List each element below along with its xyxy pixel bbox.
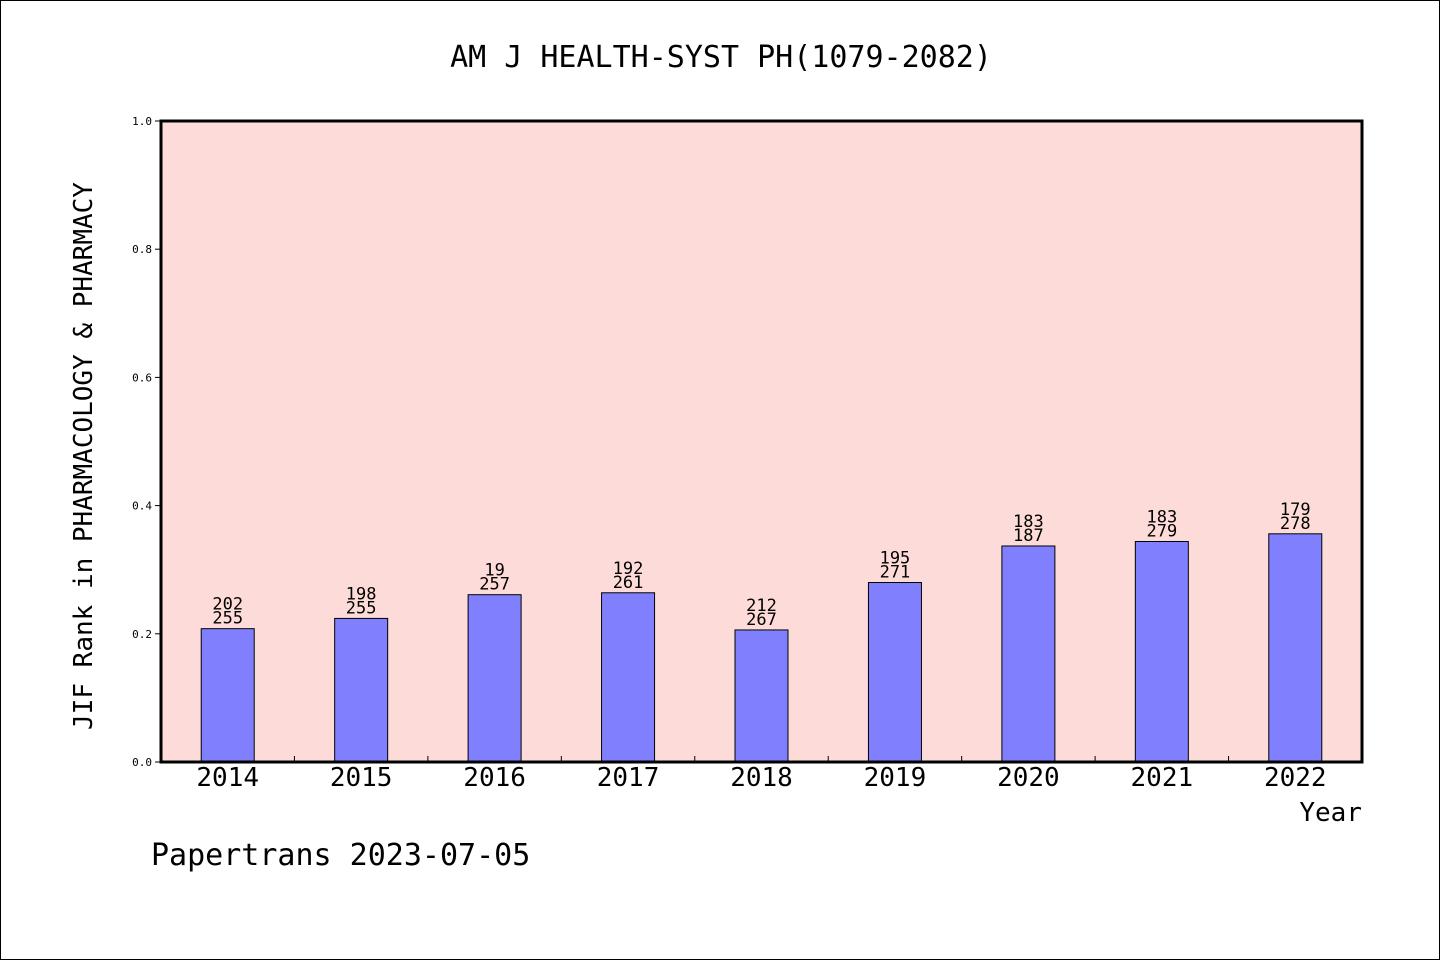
bar-total-label: 261 xyxy=(613,573,644,593)
x-tick-label: 2020 xyxy=(997,763,1060,793)
bar-rank-label: 212 xyxy=(746,596,777,616)
footer-credit: Papertrans 2023-07-05 xyxy=(151,838,530,873)
bar-rank-label: 183 xyxy=(1013,512,1044,532)
bar-rank-label: 19 xyxy=(484,561,504,581)
bar-rank-label: 192 xyxy=(613,559,644,579)
x-tick-label: 2022 xyxy=(1264,763,1327,793)
plot-border xyxy=(159,119,1364,764)
bar-rank-label: 195 xyxy=(880,549,911,569)
bar-2020 xyxy=(1001,545,1056,763)
chart-title: AM J HEALTH-SYST PH(1079-2082) xyxy=(450,40,992,75)
bar-total-label: 255 xyxy=(346,598,377,618)
x-tick-label: 2017 xyxy=(597,763,660,793)
bar-rank-label: 183 xyxy=(1146,507,1177,527)
y-tick-label: 0.2 xyxy=(132,628,152,641)
bar-total-label: 187 xyxy=(1013,526,1044,546)
y-axis-ticks: 0.0 0.2 0.4 0.6 0.8 1.0 xyxy=(132,115,161,769)
x-tick-label: 2015 xyxy=(330,763,393,793)
y-tick-label: 0.6 xyxy=(132,371,152,384)
y-tick-label: 1.0 xyxy=(132,115,152,128)
x-tick-label: 2014 xyxy=(196,763,259,793)
bar-total-label: 255 xyxy=(212,609,243,629)
x-tick-label: 2021 xyxy=(1131,763,1194,793)
x-tick-label: 2016 xyxy=(463,763,526,793)
bar-total-label: 257 xyxy=(479,575,510,595)
bar-rank-label: 198 xyxy=(346,584,377,604)
bar-2017 xyxy=(601,592,656,763)
bar-2019 xyxy=(867,582,922,763)
y-axis-label: JIF Rank in PHARMACOLOGY & PHARMACY xyxy=(69,182,99,730)
bars-group xyxy=(200,533,1323,763)
bar-total-label: 267 xyxy=(746,610,777,630)
bar-2015 xyxy=(334,617,389,763)
bar-2014 xyxy=(200,628,255,763)
y-tick-label: 0.0 xyxy=(132,756,152,769)
bar-2021 xyxy=(1134,540,1189,763)
bar-2018 xyxy=(734,629,789,763)
x-tick-label: 2019 xyxy=(864,763,927,793)
x-axis-ticks: 2014 2015 2016 2017 2018 2019 2020 2021 2022 xyxy=(196,756,1327,793)
bar-labels-group: 2022551982551925719226121226719527118318… xyxy=(212,500,1310,630)
bar-2022 xyxy=(1268,533,1323,763)
y-tick-label: 0.8 xyxy=(132,243,152,256)
bar-total-label: 271 xyxy=(880,563,911,583)
bar-rank-label: 202 xyxy=(212,595,243,615)
bar-total-label: 278 xyxy=(1280,514,1311,534)
y-tick-label: 0.4 xyxy=(132,500,152,513)
x-tick-label: 2018 xyxy=(730,763,793,793)
bar-2016 xyxy=(467,594,522,763)
x-axis-label: Year xyxy=(1299,798,1362,828)
bar-total-label: 279 xyxy=(1146,521,1177,541)
bar-rank-label: 179 xyxy=(1280,500,1311,520)
